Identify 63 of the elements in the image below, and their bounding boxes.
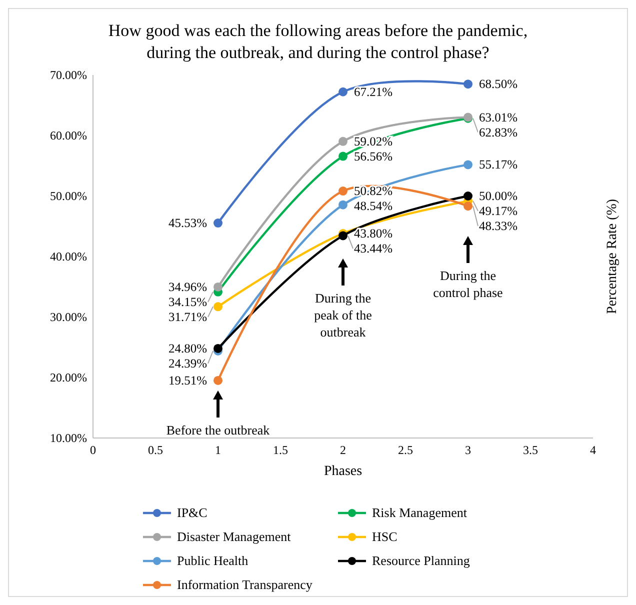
data-label: 19.51% (168, 373, 207, 388)
point (214, 282, 222, 292)
chart-title: How good was each the following areas before the pandemic, during the outbreak, and during the control phase? (108, 21, 528, 62)
point (338, 186, 348, 196)
y-tick-label: 60.00% (50, 128, 87, 142)
point (464, 192, 472, 200)
y-tick-label: 50.00% (50, 189, 87, 203)
x-tick-label: 2 (340, 443, 346, 457)
x-tick-label: 0 (90, 443, 96, 457)
data-label: 48.33% (479, 219, 518, 233)
legend-label: IP&C (177, 505, 208, 520)
data-label: 43.44% (354, 242, 393, 256)
data-label: 34.15% (168, 294, 207, 309)
data-label: 48.54% (354, 199, 393, 214)
point (338, 87, 348, 96)
data-label: 50.00% (479, 189, 518, 203)
legend-label: Public Health (177, 553, 249, 568)
point (214, 302, 222, 312)
data-label: 56.56% (354, 149, 393, 164)
annotation: During the peak of the outbreak (314, 290, 372, 340)
legend-label: HSC (372, 529, 398, 544)
y-tick-label: 40.00% (50, 250, 87, 264)
point (464, 160, 472, 170)
legend-label: Risk Management (372, 505, 468, 520)
point (338, 136, 348, 146)
data-label: 34.96% (168, 280, 207, 294)
y-tick-label: 10.00% (50, 431, 87, 445)
x-tick-label: 2.5 (398, 443, 413, 457)
data-label: 49.17% (479, 204, 518, 218)
y-axis-title: Percentage Rate (%) (605, 198, 620, 314)
y-tick-label: 30.00% (50, 310, 87, 324)
y-tick-label: 70.00% (50, 68, 87, 82)
legend-label: Information Transparency (177, 577, 313, 592)
point (338, 200, 348, 210)
data-label: 31.71% (168, 310, 207, 324)
x-tick-label: 0.5 (148, 443, 163, 457)
annotation: During the control phase (433, 268, 504, 300)
legend-label: Disaster Management (177, 529, 292, 544)
data-label: 24.39% (168, 356, 207, 370)
data-label: 45.53% (168, 216, 207, 230)
x-axis-title: Phases (324, 464, 362, 479)
data-label: 43.80% (354, 226, 393, 241)
point (338, 231, 348, 240)
point (464, 80, 472, 89)
point (214, 218, 222, 228)
x-tick-label: 1.5 (273, 443, 288, 457)
x-tick-label: 3.5 (523, 443, 538, 457)
data-label: 63.01% (479, 110, 518, 124)
data-label: 68.50% (479, 77, 518, 92)
annotation: Before the outbreak (166, 422, 270, 438)
legend-label: Resource Planning (372, 553, 470, 568)
x-tick-label: 3 (465, 443, 471, 457)
point (338, 152, 348, 161)
x-tick-label: 4 (590, 443, 596, 457)
data-label: 55.17% (479, 158, 518, 172)
data-label: 24.80% (168, 341, 207, 356)
point (214, 344, 222, 353)
x-tick-label: 1 (215, 443, 221, 457)
data-label: 62.83% (479, 125, 518, 140)
point (464, 202, 472, 211)
y-tick-label: 20.00% (50, 370, 87, 384)
point (214, 376, 222, 385)
data-label: 67.21% (354, 84, 393, 99)
